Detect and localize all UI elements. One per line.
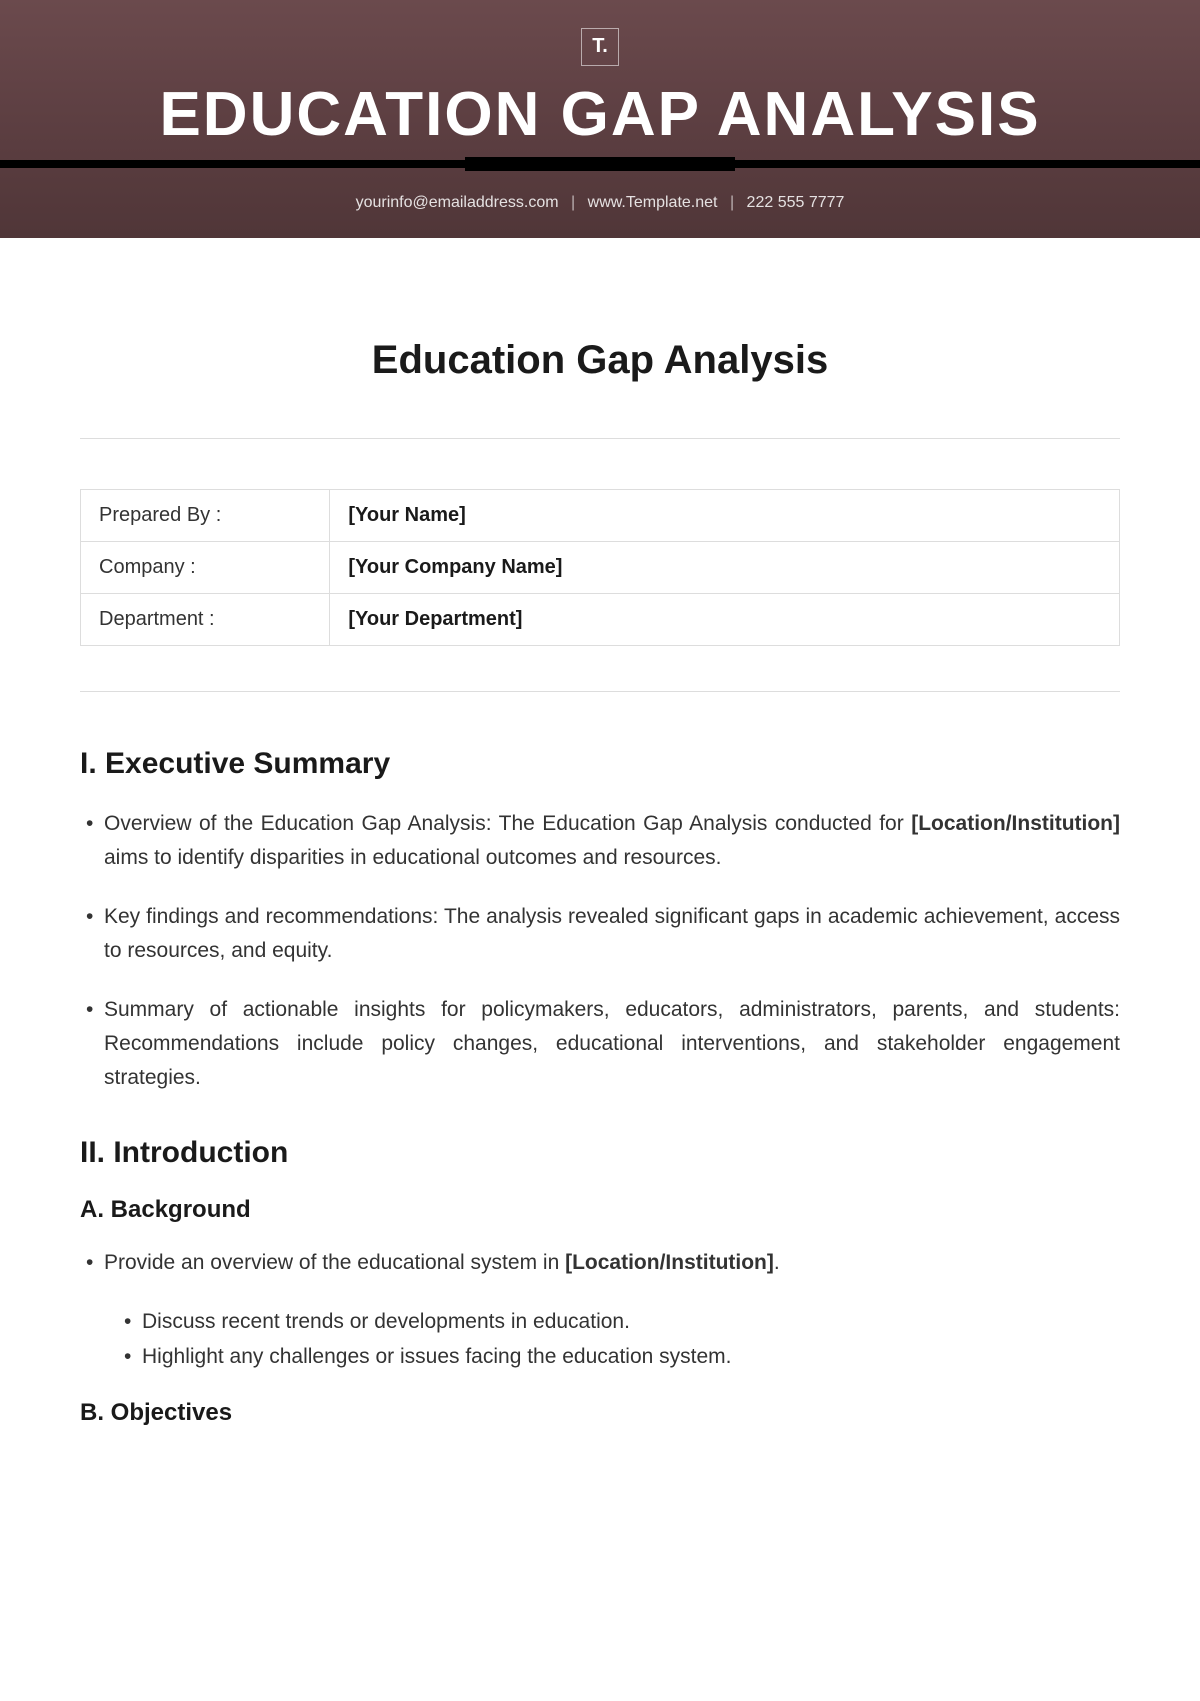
background-list: Provide an overview of the educational s… [80, 1246, 1120, 1280]
separator: | [730, 194, 734, 211]
list-item: Overview of the Education Gap Analysis: … [80, 807, 1120, 874]
background-sublist: Discuss recent trends or developments in… [80, 1304, 1120, 1375]
contact-line: yourinfo@emailaddress.com | www.Template… [0, 194, 1200, 212]
bullet-text-suffix: . [774, 1251, 780, 1274]
banner-underline [0, 160, 1200, 168]
table-row: Department : [Your Department] [81, 594, 1120, 646]
document-body: Education Gap Analysis Prepared By : [Yo… [0, 238, 1200, 1489]
info-value: [Your Department] [330, 594, 1120, 646]
info-value: [Your Name] [330, 490, 1120, 542]
bullet-text-prefix: Provide an overview of the educational s… [104, 1251, 565, 1274]
header-banner: T. EDUCATION GAP ANALYSIS yourinfo@email… [0, 0, 1200, 238]
bullet-text: Key findings and recommendations: The an… [104, 905, 1120, 962]
info-label: Prepared By : [81, 490, 330, 542]
info-label: Department : [81, 594, 330, 646]
info-table: Prepared By : [Your Name] Company : [You… [80, 489, 1120, 646]
info-value: [Your Company Name] [330, 542, 1120, 594]
info-label: Company : [81, 542, 330, 594]
section-heading-exec: I. Executive Summary [80, 747, 1120, 781]
subsection-heading-background: A. Background [80, 1196, 1120, 1224]
divider [80, 691, 1120, 692]
banner-underline-thick [465, 157, 735, 171]
separator: | [571, 194, 575, 211]
bullet-text-suffix: aims to identify disparities in educatio… [104, 846, 722, 869]
list-item: Summary of actionable insights for polic… [80, 993, 1120, 1094]
list-item: Highlight any challenges or issues facin… [120, 1339, 1120, 1375]
bullet-text-bold: [Location/Institution] [565, 1251, 774, 1274]
document-title: Education Gap Analysis [80, 338, 1120, 383]
list-item: Provide an overview of the educational s… [80, 1246, 1120, 1280]
table-row: Prepared By : [Your Name] [81, 490, 1120, 542]
divider [80, 438, 1120, 439]
contact-web: www.Template.net [588, 194, 718, 211]
banner-title: EDUCATION GAP ANALYSIS [0, 84, 1200, 146]
subsection-heading-objectives: B. Objectives [80, 1399, 1120, 1427]
section-heading-intro: II. Introduction [80, 1136, 1120, 1170]
exec-summary-list: Overview of the Education Gap Analysis: … [80, 807, 1120, 1094]
list-item: Discuss recent trends or developments in… [120, 1304, 1120, 1340]
table-row: Company : [Your Company Name] [81, 542, 1120, 594]
bullet-text-bold: [Location/Institution] [911, 812, 1120, 835]
contact-phone: 222 555 7777 [747, 194, 845, 211]
contact-email: yourinfo@emailaddress.com [356, 194, 559, 211]
bullet-text-prefix: Overview of the Education Gap Analysis: … [104, 812, 911, 835]
logo-box: T. [581, 28, 619, 66]
list-item: Key findings and recommendations: The an… [80, 900, 1120, 967]
bullet-text: Summary of actionable insights for polic… [104, 998, 1120, 1088]
